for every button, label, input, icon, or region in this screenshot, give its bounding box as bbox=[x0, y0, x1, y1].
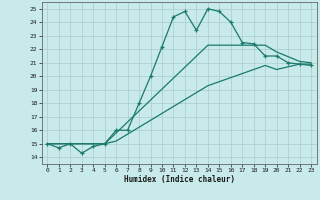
X-axis label: Humidex (Indice chaleur): Humidex (Indice chaleur) bbox=[124, 175, 235, 184]
